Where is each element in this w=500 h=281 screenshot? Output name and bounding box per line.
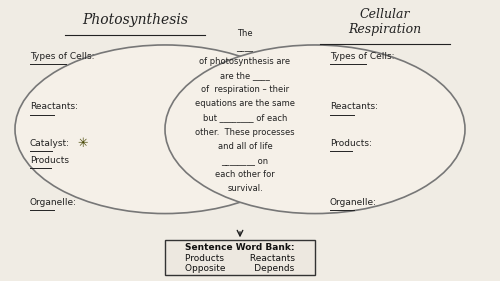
Text: Products:: Products:: [330, 139, 372, 148]
Text: Opposite          Depends: Opposite Depends: [186, 264, 294, 273]
Text: Reactants:: Reactants:: [30, 102, 78, 111]
Text: Reactants:: Reactants:: [330, 102, 378, 111]
Text: equations are the same: equations are the same: [195, 99, 295, 108]
FancyBboxPatch shape: [165, 240, 315, 275]
Text: survival.: survival.: [227, 184, 263, 193]
Text: of  respiration – their: of respiration – their: [201, 85, 289, 94]
Ellipse shape: [165, 45, 465, 214]
Text: Cellular
Respiration: Cellular Respiration: [348, 8, 422, 37]
Text: ________ on: ________ on: [222, 156, 268, 165]
Text: and all of life: and all of life: [218, 142, 272, 151]
Text: ✳: ✳: [77, 137, 88, 150]
Text: Products: Products: [30, 156, 69, 165]
Text: ____: ____: [236, 43, 254, 52]
Text: Photosynthesis: Photosynthesis: [82, 13, 188, 27]
Text: are the ____: are the ____: [220, 71, 270, 80]
Text: each other for: each other for: [215, 170, 275, 179]
Text: Organelle:: Organelle:: [330, 198, 377, 207]
Text: Products         Reactants: Products Reactants: [185, 254, 295, 263]
Ellipse shape: [15, 45, 315, 214]
Text: Organelle:: Organelle:: [30, 198, 77, 207]
Text: other.  These processes: other. These processes: [195, 128, 295, 137]
Text: but ________ of each: but ________ of each: [203, 114, 287, 123]
Text: Types of Cells:: Types of Cells:: [30, 52, 94, 61]
Text: of photosynthesis are: of photosynthesis are: [200, 57, 290, 66]
Text: Sentence Word Bank:: Sentence Word Bank:: [185, 243, 295, 253]
Text: Types of Cells:: Types of Cells:: [330, 52, 394, 61]
Text: Catalyst:: Catalyst:: [30, 139, 70, 148]
Text: The: The: [237, 29, 253, 38]
